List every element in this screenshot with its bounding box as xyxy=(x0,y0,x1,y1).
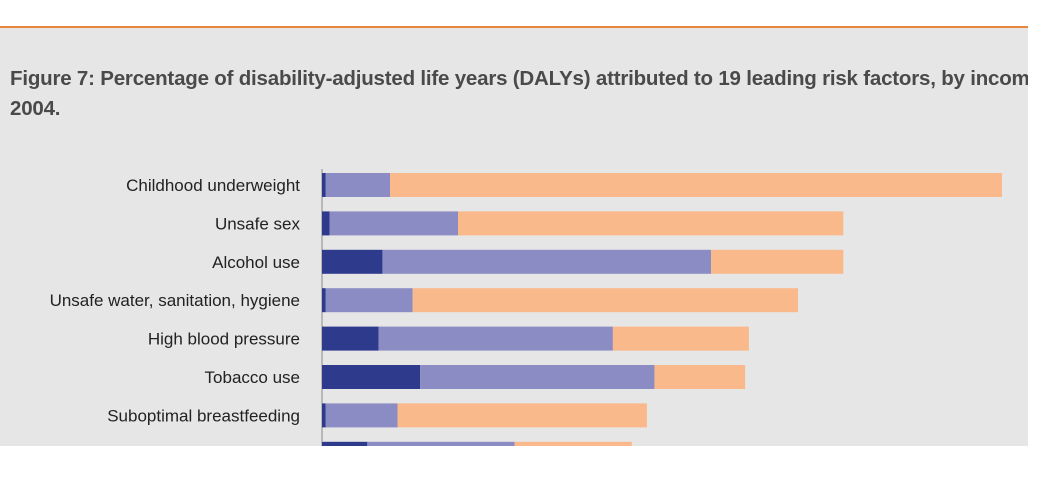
category-label: Tobacco use xyxy=(205,368,300,387)
bar-segment xyxy=(325,288,413,313)
stacked-bar-chart: Childhood underweight Unsafe sex Alcohol u… xyxy=(50,169,1002,446)
category-label: Childhood underweight xyxy=(126,176,300,195)
bar-segment xyxy=(322,173,326,197)
bar-segment xyxy=(322,288,326,313)
bar-segment xyxy=(322,441,368,446)
bar-segment xyxy=(322,403,326,428)
category-label: Unsafe sex xyxy=(215,214,301,233)
bar-segment xyxy=(322,326,379,351)
bar-segment xyxy=(458,211,844,236)
category-label: High blood glucose xyxy=(155,445,300,446)
bar-segment xyxy=(367,441,515,446)
chart-panel: Figure 7: Percentage of disability-adjus… xyxy=(0,26,1028,446)
bar-segment xyxy=(322,249,383,274)
category-label: Unsafe water, sanitation, hygiene xyxy=(50,291,300,310)
bar-segment xyxy=(514,441,632,446)
bar-segment xyxy=(325,403,398,428)
bar-segment xyxy=(397,403,647,428)
bar-segment xyxy=(322,365,421,389)
bar-segment xyxy=(325,173,390,197)
bar-segment xyxy=(390,173,1002,197)
bar-segment xyxy=(654,365,746,389)
category-label: High blood pressure xyxy=(148,330,300,349)
bar-segment xyxy=(420,365,655,389)
category-label: Suboptimal breastfeeding xyxy=(107,406,300,425)
bar-segment xyxy=(378,326,613,351)
category-label: Alcohol use xyxy=(212,253,300,272)
bar-segment xyxy=(322,211,330,236)
bar-segment xyxy=(612,326,749,351)
bar-segment xyxy=(711,249,844,274)
bar-segment xyxy=(382,249,712,274)
bar-segment xyxy=(329,211,458,236)
bar-segment xyxy=(412,288,798,313)
chart-title: Figure 7: Percentage of disability-adjus… xyxy=(10,67,1028,120)
